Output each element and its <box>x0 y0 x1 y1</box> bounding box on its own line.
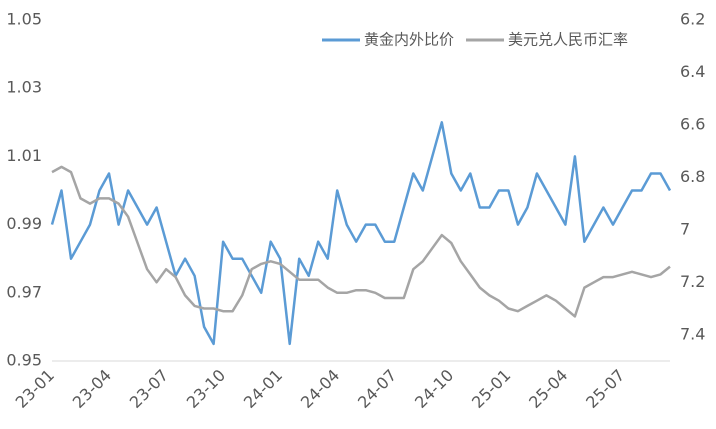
y-tick-label: 0.97 <box>6 282 42 301</box>
x-tick-label: 24-10 <box>411 366 457 412</box>
line-series <box>51 165 671 318</box>
y2-tick-label: 7.4 <box>680 324 705 343</box>
legend: 黄金内外比价 美元兑人民币汇率 <box>322 31 628 49</box>
x-tick-label: 25-07 <box>582 366 628 412</box>
y2-tick-label: 7.2 <box>680 272 705 291</box>
y-tick-label: 1.03 <box>6 78 42 97</box>
x-tick-label: 25-04 <box>525 366 571 412</box>
x-tick-label: 24-04 <box>297 366 343 412</box>
x-tick-label: 24-07 <box>354 366 400 412</box>
x-tick-label: 23-01 <box>12 366 58 412</box>
y-tick-label: 1.05 <box>6 10 42 29</box>
x-tick-label: 23-07 <box>126 366 172 412</box>
legend-label: 美元兑人民币汇率 <box>508 31 628 49</box>
x-tick-label: 24-01 <box>240 366 286 412</box>
y-tick-label: 0.99 <box>6 214 42 233</box>
y2-tick-label: 7 <box>680 219 690 238</box>
x-tick-label: 23-04 <box>69 366 115 412</box>
y-tick-label: 1.01 <box>6 146 42 165</box>
line-series <box>50 121 672 346</box>
y2-tick-label: 6.4 <box>680 62 705 81</box>
y2-tick-label: 6.6 <box>680 114 705 133</box>
legend-label: 黄金内外比价 <box>364 31 454 49</box>
x-tick-label: 25-01 <box>468 366 514 412</box>
y2-tick-label: 6.8 <box>680 167 705 186</box>
y2-tick-label: 6.2 <box>680 10 705 29</box>
x-tick-label: 23-10 <box>183 366 229 412</box>
y-tick-label: 0.95 <box>6 351 42 370</box>
